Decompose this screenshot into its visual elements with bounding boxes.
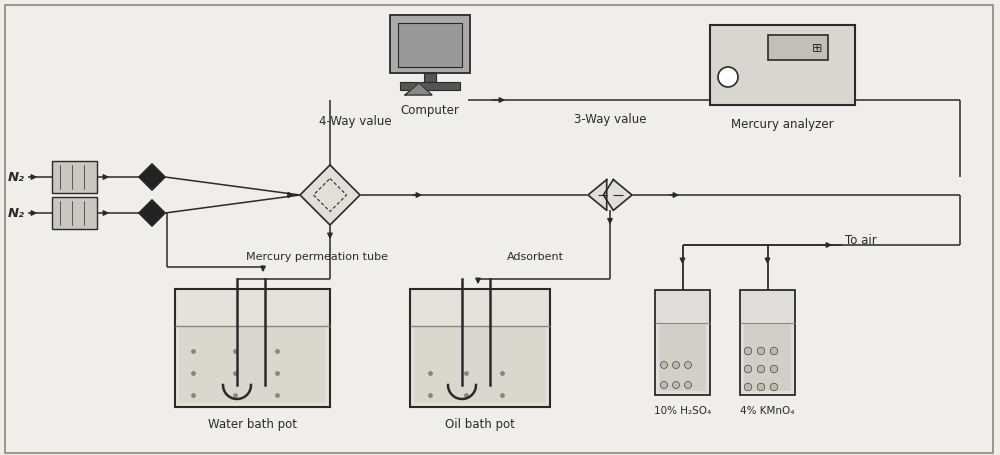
Polygon shape <box>139 165 165 191</box>
Polygon shape <box>588 180 607 211</box>
Circle shape <box>757 348 765 355</box>
Text: To air: To air <box>845 234 877 247</box>
Bar <box>179 327 326 403</box>
Text: Computer: Computer <box>401 104 459 117</box>
Circle shape <box>718 68 738 88</box>
Circle shape <box>770 365 778 373</box>
Text: Adsorbent: Adsorbent <box>507 252 564 262</box>
Bar <box>52 162 97 193</box>
Circle shape <box>757 384 765 391</box>
Circle shape <box>744 384 752 391</box>
Circle shape <box>770 384 778 391</box>
Bar <box>768 36 828 61</box>
Circle shape <box>660 382 668 389</box>
Text: Oil bath pot: Oil bath pot <box>445 417 515 430</box>
Circle shape <box>672 382 680 389</box>
Bar <box>424 74 436 84</box>
Bar <box>175 289 330 407</box>
Text: Mercury analyzer: Mercury analyzer <box>731 118 834 131</box>
Polygon shape <box>405 84 432 96</box>
Polygon shape <box>603 180 632 211</box>
Text: 3-Way value: 3-Way value <box>574 113 646 126</box>
Bar <box>390 16 470 74</box>
Circle shape <box>770 348 778 355</box>
Text: N₂: N₂ <box>8 207 25 220</box>
Circle shape <box>684 382 692 389</box>
Bar <box>744 323 791 391</box>
Text: ⊞: ⊞ <box>812 42 822 55</box>
Circle shape <box>684 362 692 369</box>
Text: Mercury permeation tube: Mercury permeation tube <box>246 252 388 262</box>
Text: 4% KMnO₄: 4% KMnO₄ <box>740 405 795 415</box>
Text: N₂: N₂ <box>8 171 25 184</box>
Bar <box>710 26 855 106</box>
Polygon shape <box>300 166 360 226</box>
Bar <box>414 327 546 403</box>
Circle shape <box>744 365 752 373</box>
Circle shape <box>744 348 752 355</box>
Circle shape <box>660 362 668 369</box>
Bar <box>52 197 97 229</box>
Bar <box>400 83 460 91</box>
Bar <box>740 290 795 395</box>
Text: Water bath pot: Water bath pot <box>208 417 297 430</box>
Circle shape <box>757 365 765 373</box>
Bar <box>398 24 462 68</box>
Polygon shape <box>139 201 165 227</box>
Bar <box>659 323 706 391</box>
Bar <box>655 290 710 395</box>
Bar <box>410 289 550 407</box>
Text: 4-Way value: 4-Way value <box>319 115 391 128</box>
Text: 10% H₂SO₄: 10% H₂SO₄ <box>654 405 711 415</box>
Circle shape <box>672 362 680 369</box>
